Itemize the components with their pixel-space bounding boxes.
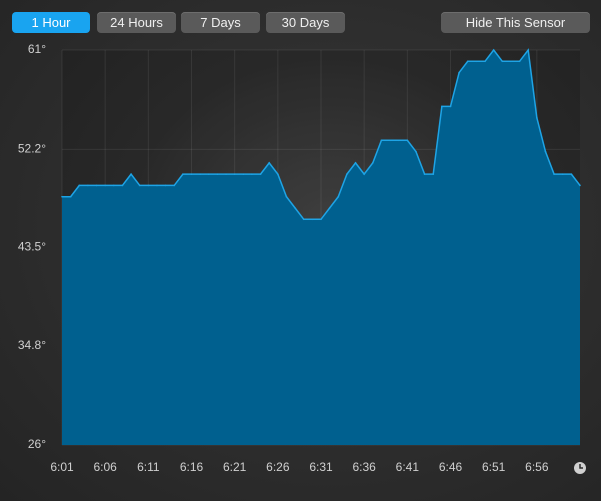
point bbox=[406, 139, 409, 142]
point bbox=[570, 173, 573, 175]
range-button[interactable]: 30 Days bbox=[266, 12, 345, 33]
point bbox=[95, 184, 98, 187]
toolbar: 1 Hour 24 Hours 7 Days 30 Days Hide This Sen… bbox=[0, 0, 601, 44]
point bbox=[510, 60, 512, 63]
point bbox=[225, 173, 227, 175]
point bbox=[346, 173, 348, 175]
point bbox=[61, 195, 63, 198]
point bbox=[397, 139, 400, 142]
point bbox=[501, 60, 504, 63]
x-tick-label: 6:46 bbox=[439, 460, 463, 474]
point bbox=[207, 173, 210, 175]
point bbox=[233, 173, 236, 175]
point bbox=[190, 173, 193, 175]
point bbox=[268, 162, 271, 164]
point bbox=[78, 184, 81, 187]
point bbox=[553, 173, 555, 175]
x-tick-label: 6:16 bbox=[180, 460, 204, 474]
point bbox=[164, 184, 167, 187]
point bbox=[423, 173, 426, 175]
point bbox=[415, 150, 417, 153]
point bbox=[113, 184, 115, 187]
point bbox=[328, 207, 331, 209]
x-tick-label: 6:41 bbox=[396, 460, 420, 474]
point bbox=[104, 184, 106, 187]
point bbox=[544, 150, 547, 153]
point bbox=[69, 195, 72, 198]
y-tick-label: 52.2° bbox=[18, 141, 46, 155]
point bbox=[372, 162, 374, 164]
point bbox=[363, 173, 365, 175]
point bbox=[466, 60, 469, 63]
x-tick-label: 6:21 bbox=[223, 460, 247, 474]
point bbox=[259, 173, 262, 175]
y-tick-label: 34.8° bbox=[18, 338, 46, 352]
point bbox=[320, 218, 322, 221]
point bbox=[432, 173, 435, 175]
point bbox=[173, 184, 176, 187]
point bbox=[536, 116, 538, 119]
point bbox=[518, 60, 521, 63]
point bbox=[130, 173, 132, 175]
y-tick-label: 26° bbox=[28, 437, 46, 451]
point bbox=[311, 218, 314, 221]
point bbox=[242, 173, 245, 175]
x-tick-label: 6:56 bbox=[525, 460, 549, 474]
point bbox=[561, 173, 564, 175]
point bbox=[138, 184, 141, 187]
x-tick-label: 6:11 bbox=[137, 460, 160, 474]
point bbox=[147, 184, 150, 187]
y-tick-label: 61° bbox=[28, 42, 46, 56]
point bbox=[380, 139, 383, 142]
area bbox=[62, 50, 580, 445]
point bbox=[302, 218, 305, 221]
point bbox=[182, 173, 184, 175]
point bbox=[216, 173, 219, 175]
point bbox=[121, 184, 124, 187]
range-button[interactable]: 1 Hour bbox=[12, 12, 90, 33]
point bbox=[389, 139, 391, 142]
point bbox=[294, 207, 296, 209]
point bbox=[337, 195, 340, 198]
point bbox=[441, 105, 443, 108]
point bbox=[492, 49, 495, 51]
range-button[interactable]: Hide This Sensor bbox=[441, 12, 590, 33]
clock-icon bbox=[574, 462, 586, 474]
point bbox=[199, 173, 201, 175]
point bbox=[277, 173, 279, 175]
point bbox=[87, 184, 89, 187]
point bbox=[475, 60, 478, 63]
x-tick-label: 6:36 bbox=[352, 460, 376, 474]
point bbox=[449, 105, 452, 108]
point bbox=[458, 71, 460, 74]
x-tick-label: 6:31 bbox=[309, 460, 333, 474]
x-tick-label: 6:26 bbox=[266, 460, 290, 474]
point bbox=[285, 195, 288, 198]
x-tick-label: 6:51 bbox=[482, 460, 506, 474]
point bbox=[354, 162, 357, 164]
y-tick-label: 43.5° bbox=[18, 240, 46, 254]
range-button[interactable]: 7 Days bbox=[181, 12, 260, 33]
point bbox=[484, 60, 486, 63]
point bbox=[527, 49, 529, 51]
point bbox=[251, 173, 253, 175]
range-button[interactable]: 24 Hours bbox=[97, 12, 176, 33]
x-tick-label: 6:06 bbox=[93, 460, 117, 474]
point bbox=[156, 184, 158, 187]
x-tick-label: 6:01 bbox=[50, 460, 74, 474]
point bbox=[579, 184, 581, 187]
